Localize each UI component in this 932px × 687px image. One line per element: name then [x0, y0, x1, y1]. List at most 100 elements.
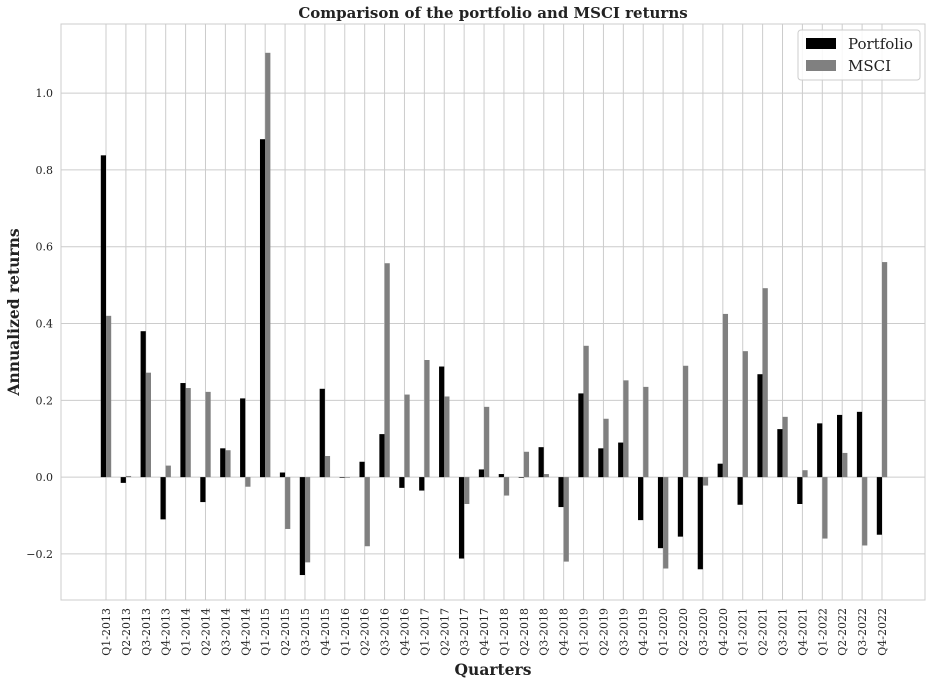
legend-label-portfolio: Portfolio: [848, 35, 913, 53]
bar-msci-q2-2019: [603, 418, 609, 478]
y-tick-label: 0.4: [36, 318, 54, 331]
x-tick-label: Q2-2019: [597, 608, 610, 656]
y-tick-label: 1.0: [36, 87, 54, 100]
y-tick-label: 0.2: [36, 394, 54, 407]
bar-portfolio-q2-2013: [120, 477, 126, 483]
x-tick-label: Q2-2018: [518, 608, 531, 656]
bar-msci-q2-2014: [205, 391, 211, 478]
bar-portfolio-q2-2018: [518, 477, 524, 478]
bar-portfolio-q4-2022: [876, 477, 882, 535]
bar-msci-q1-2013: [106, 315, 112, 478]
y-tick-label: 0.8: [36, 164, 54, 177]
bar-msci-q3-2022: [862, 477, 868, 546]
bar-msci-q1-2019: [583, 345, 589, 478]
x-tick-label: Q1-2014: [180, 608, 193, 656]
bar-msci-q3-2015: [304, 477, 311, 563]
x-tick-label: Q1-2020: [657, 608, 670, 656]
x-tick-label: Q2-2013: [120, 608, 133, 656]
x-tick-label: Q1-2015: [259, 608, 272, 656]
bar-msci-q2-2021: [762, 288, 768, 478]
x-tick-label: Q2-2017: [438, 608, 451, 656]
bar-msci-q1-2014: [185, 388, 191, 478]
bar-portfolio-q4-2013: [160, 477, 166, 520]
bar-portfolio-q4-2014: [240, 398, 246, 478]
bar-msci-q2-2020: [683, 365, 689, 478]
bar-portfolio-q1-2019: [578, 393, 584, 478]
x-tick-label: Q3-2013: [140, 608, 153, 656]
x-tick-label: Q4-2018: [558, 608, 571, 656]
bar-msci-q4-2018: [563, 477, 569, 562]
x-axis-label: Quarters: [455, 660, 532, 679]
bar-portfolio-q4-2018: [558, 477, 564, 508]
bar-portfolio-q2-2021: [757, 374, 763, 478]
x-tick-label: Q4-2015: [319, 608, 332, 656]
bar-portfolio-q3-2018: [538, 447, 544, 478]
bar-msci-q4-2019: [643, 386, 649, 478]
bar-portfolio-q1-2015: [259, 139, 266, 478]
x-tick-label: Q1-2018: [498, 608, 511, 656]
bar-msci-q1-2021: [742, 351, 748, 478]
bar-msci-q3-2019: [623, 380, 629, 478]
x-tick-label: Q3-2016: [379, 608, 392, 656]
bar-portfolio-q4-2015: [319, 388, 325, 478]
bar-msci-q1-2022: [822, 477, 828, 539]
bar-msci-q4-2014: [245, 477, 251, 487]
bar-msci-q1-2020: [663, 477, 669, 569]
bar-msci-q2-2022: [842, 452, 848, 478]
x-tick-label: Q2-2021: [757, 608, 770, 656]
y-axis-ticks: −0.2 0.0 0.2 0.4 0.6 0.8 1.0: [26, 87, 53, 561]
bar-msci-q2-2015: [285, 477, 291, 529]
bar-portfolio-q3-2013: [140, 331, 146, 478]
bar-portfolio-q3-2014: [220, 448, 226, 478]
bar-portfolio-q3-2021: [777, 429, 783, 478]
bar-portfolio-q3-2022: [856, 411, 863, 478]
bar-portfolio-q2-2019: [598, 448, 604, 478]
bar-portfolio-q1-2021: [737, 477, 743, 505]
bar-portfolio-q3-2020: [697, 477, 703, 570]
bar-portfolio-q1-2014: [180, 383, 186, 478]
bar-msci-q1-2015: [265, 52, 271, 478]
bar-portfolio-q3-2016: [379, 434, 385, 478]
bar-portfolio-q1-2017: [419, 477, 425, 491]
legend-swatch-portfolio: [806, 38, 836, 49]
bar-msci-q1-2018: [503, 477, 510, 496]
bar-portfolio-q2-2015: [279, 472, 286, 478]
bar-portfolio-q2-2014: [200, 477, 206, 503]
bar-portfolio-q2-2017: [439, 366, 445, 478]
legend-swatch-msci: [806, 60, 836, 71]
x-tick-label: Q3-2014: [219, 608, 232, 656]
bar-portfolio-q4-2017: [478, 469, 485, 478]
bar-msci-q4-2020: [722, 313, 729, 478]
bar-portfolio-q2-2020: [677, 477, 684, 537]
x-tick-label: Q3-2015: [299, 608, 312, 656]
bar-msci-q3-2014: [225, 450, 231, 478]
x-tick-label: Q4-2014: [239, 608, 252, 656]
bar-group: [100, 52, 888, 576]
bar-msci-q1-2016: [344, 477, 350, 478]
x-tick-label: Q2-2015: [279, 608, 292, 656]
x-tick-label: Q3-2018: [538, 608, 551, 656]
bar-msci-q2-2016: [364, 477, 370, 547]
bar-msci-q4-2017: [484, 406, 490, 478]
x-tick-label: Q2-2020: [677, 608, 690, 656]
bar-msci-q3-2020: [702, 477, 709, 486]
plot-area: [60, 23, 926, 601]
y-tick-label: 0.6: [36, 241, 54, 254]
bar-msci-q2-2018: [523, 451, 530, 478]
x-tick-label: Q4-2019: [637, 608, 650, 656]
bar-portfolio-q3-2019: [618, 442, 624, 478]
bar-portfolio-q4-2016: [399, 477, 405, 488]
x-tick-label: Q3-2022: [856, 608, 869, 656]
x-tick-label: Q4-2020: [717, 608, 730, 656]
x-tick-label: Q1-2017: [418, 608, 431, 656]
legend: Portfolio MSCI: [797, 29, 921, 81]
x-tick-label: Q4-2022: [876, 608, 889, 656]
bar-portfolio-q3-2015: [299, 477, 305, 576]
x-tick-label: Q2-2014: [199, 608, 212, 656]
bar-msci-q4-2016: [404, 394, 410, 478]
bar-portfolio-q1-2022: [817, 423, 823, 478]
bar-portfolio-q4-2021: [797, 477, 803, 504]
x-tick-label: Q4-2021: [796, 608, 809, 656]
